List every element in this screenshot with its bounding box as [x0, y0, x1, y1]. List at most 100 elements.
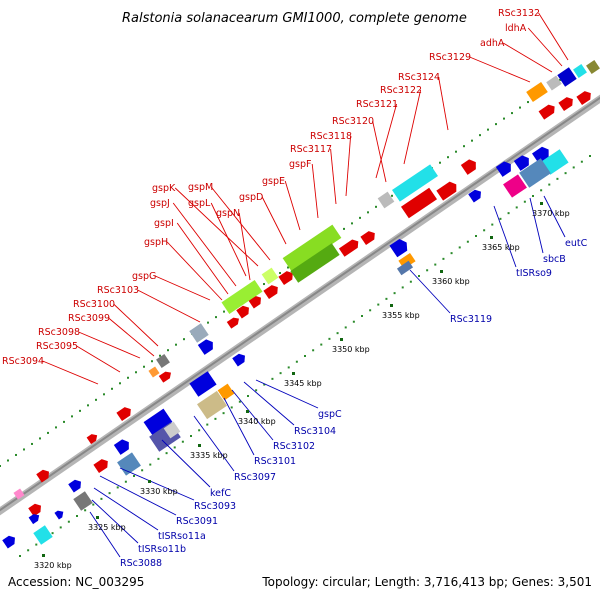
track-dot — [532, 195, 534, 197]
tick-mark — [292, 372, 295, 375]
gene-arrow — [86, 434, 98, 445]
leader-line — [42, 360, 99, 385]
track-dot — [157, 457, 160, 460]
track-dot — [442, 257, 445, 260]
gene-label-top: RSc3117 — [290, 144, 332, 155]
leader-line — [311, 163, 319, 219]
gene-label-bottom: RSc3104 — [294, 426, 336, 437]
gene-block — [73, 491, 93, 511]
track-dot — [359, 216, 361, 219]
track-dot — [458, 246, 461, 249]
leader-line — [161, 439, 211, 488]
track-dot — [181, 440, 184, 443]
gene-arrow — [28, 514, 40, 525]
tick-label: 3360 kbp — [432, 277, 470, 286]
track-dot — [230, 406, 233, 409]
leader-line — [76, 345, 121, 373]
track-dot — [198, 429, 201, 432]
tick-label: 3355 kbp — [382, 311, 420, 320]
track-dot — [523, 200, 526, 203]
track-dot — [207, 321, 209, 324]
gene-block — [282, 224, 342, 272]
gene-label-bottom: tISRso11b — [138, 544, 186, 555]
gene-label-top: gspF — [289, 159, 311, 170]
gene-arrow — [495, 161, 511, 177]
gene-arrow — [28, 503, 41, 517]
track-dot — [401, 286, 404, 289]
gene-label-bottom: RSc3119 — [450, 314, 492, 325]
gene-block — [197, 390, 227, 420]
track-dot — [167, 349, 169, 352]
gene-features — [2, 60, 600, 549]
track-dot — [15, 453, 17, 456]
track-dot — [511, 112, 513, 115]
leader-line — [231, 389, 274, 441]
track-dot — [377, 303, 380, 306]
gene-block — [546, 75, 562, 91]
track-dot — [295, 360, 298, 363]
leader-line — [89, 511, 121, 558]
gene-label-bottom: RSc3097 — [234, 472, 276, 483]
track-dot — [450, 252, 453, 255]
gene-block — [189, 323, 209, 343]
gene-arrow — [36, 469, 49, 483]
gene-block — [217, 383, 235, 401]
leader-line — [108, 317, 155, 357]
track-dot — [344, 326, 347, 329]
gene-label-top: RSc3099 — [68, 313, 110, 324]
track-dot — [320, 343, 323, 346]
gene-label-top: RSc3120 — [332, 116, 374, 127]
gene-label-top: gspL — [188, 198, 211, 209]
gene-arrow — [532, 146, 549, 164]
gene-label-bottom: sbcB — [543, 254, 566, 265]
track-dot — [143, 365, 145, 368]
track-dot — [548, 183, 551, 186]
track-dot — [507, 212, 510, 215]
track-dot — [463, 145, 465, 148]
gene-block — [221, 280, 263, 314]
track-dot — [63, 420, 65, 423]
gene-label-bottom: tISRso9 — [516, 268, 552, 279]
track-dot — [352, 320, 355, 323]
gene-block — [33, 525, 53, 545]
gene-label-bottom: gspC — [318, 409, 342, 420]
leader-line — [238, 212, 251, 281]
track-dot — [87, 404, 89, 407]
gene-arrow — [576, 91, 591, 106]
track-dot — [0, 465, 1, 467]
track-dot — [367, 211, 369, 214]
track-dot — [103, 393, 105, 396]
tick-label: 3325 kbp — [88, 523, 126, 532]
track-dot — [479, 134, 481, 137]
leader-line — [176, 222, 229, 295]
track-dot — [409, 280, 412, 283]
leader-line — [174, 187, 259, 267]
gene-label-top: gspK — [152, 183, 176, 194]
track-dot — [527, 101, 529, 104]
gene-arrow — [538, 104, 555, 120]
track-dot — [135, 371, 137, 374]
leader-line — [493, 205, 517, 268]
gene-label-bottom: kefC — [210, 488, 231, 499]
gene-label-bottom: tISRso11a — [158, 531, 206, 542]
leader-line — [261, 196, 287, 245]
track-dot — [487, 128, 489, 131]
tick-label: 3365 kbp — [482, 243, 520, 252]
gene-arrow — [226, 317, 239, 329]
track-dot — [100, 497, 103, 500]
track-dot — [483, 229, 486, 232]
track-dot — [515, 206, 518, 209]
track-dot — [59, 526, 62, 529]
track-dot — [190, 435, 192, 437]
gene-arrow — [197, 339, 213, 355]
track-dot — [393, 292, 396, 295]
track-dot — [385, 297, 388, 300]
track-dot — [67, 520, 70, 523]
leader-line — [255, 379, 319, 409]
track-dot — [47, 431, 49, 434]
gene-block — [148, 366, 160, 378]
label-leaders — [42, 12, 569, 558]
track-dot — [141, 469, 144, 472]
gene-label-bottom: eutC — [565, 238, 588, 249]
